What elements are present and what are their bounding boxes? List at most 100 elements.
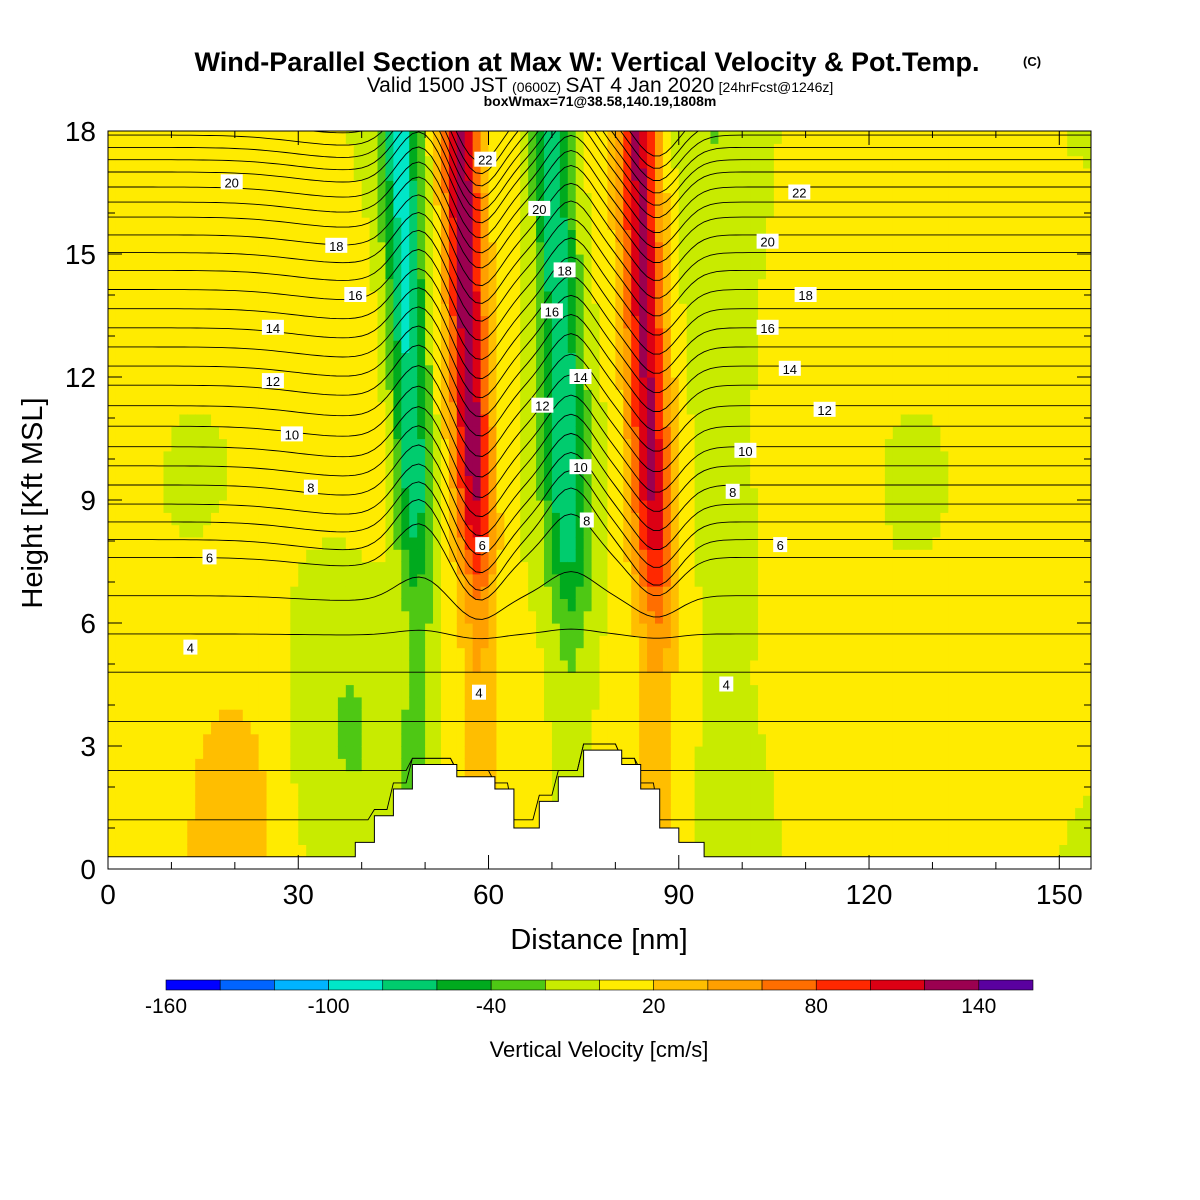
velocity-cell <box>409 204 418 218</box>
velocity-cell <box>377 746 387 759</box>
velocity-cell <box>433 549 442 563</box>
velocity-cell <box>409 167 418 181</box>
velocity-cell <box>512 684 521 698</box>
velocity-cell <box>464 327 474 341</box>
velocity-cell <box>583 426 593 440</box>
velocity-cell <box>440 389 450 403</box>
velocity-cell <box>551 500 561 513</box>
velocity-cell <box>639 659 648 673</box>
velocity-cell <box>544 340 553 353</box>
velocity-cell <box>163 635 173 649</box>
velocity-cell <box>488 475 498 489</box>
velocity-cell <box>211 340 220 353</box>
velocity-cell <box>108 487 117 501</box>
velocity-cell <box>195 647 204 661</box>
velocity-cell <box>266 180 276 194</box>
velocity-cell <box>686 561 696 575</box>
velocity-cell <box>742 635 751 649</box>
velocity-cell <box>551 401 561 415</box>
velocity-cell <box>528 536 537 550</box>
velocity-cell <box>575 413 585 427</box>
velocity-cell <box>274 536 284 550</box>
velocity-cell <box>203 241 212 255</box>
velocity-cell <box>171 549 180 563</box>
velocity-cell <box>456 635 466 649</box>
velocity-cell <box>258 684 268 698</box>
velocity-cell <box>758 549 767 563</box>
velocity-cell <box>393 512 402 526</box>
velocity-cell <box>322 475 331 489</box>
velocity-cell <box>195 278 204 292</box>
velocity-cell <box>108 377 117 390</box>
velocity-cell <box>131 623 141 636</box>
velocity-cell <box>528 475 537 489</box>
velocity-cell <box>187 696 196 710</box>
velocity-cell <box>115 561 125 575</box>
velocity-cell <box>417 254 426 267</box>
velocity-cell <box>179 623 188 636</box>
velocity-cell <box>639 500 648 513</box>
velocity-cell <box>234 819 244 833</box>
velocity-cell <box>536 426 545 440</box>
velocity-cell <box>528 573 537 587</box>
velocity-cell <box>377 352 387 366</box>
velocity-cell <box>425 561 434 575</box>
velocity-cell <box>734 401 743 415</box>
velocity-cell <box>678 192 688 206</box>
velocity-cell <box>203 352 212 366</box>
velocity-cell <box>337 770 347 784</box>
velocity-cell <box>218 487 228 501</box>
velocity-cell <box>226 549 236 563</box>
velocity-cell <box>337 364 347 378</box>
velocity-cell <box>282 475 291 489</box>
velocity-cell <box>345 192 355 206</box>
velocity-cell <box>520 217 529 230</box>
velocity-cell <box>528 500 537 513</box>
velocity-cell <box>203 610 212 624</box>
velocity-cell <box>282 180 291 194</box>
velocity-cell <box>171 573 180 587</box>
velocity-cell <box>654 377 664 390</box>
velocity-cell <box>266 364 276 378</box>
velocity-cell <box>647 155 656 169</box>
velocity-cell <box>583 647 593 661</box>
velocity-cell <box>250 340 260 353</box>
velocity-cell <box>298 254 307 267</box>
velocity-cell <box>187 463 196 476</box>
valid-time-local: Valid 1500 JST <box>367 74 508 97</box>
velocity-cell <box>123 573 133 587</box>
velocity-cell <box>599 327 609 341</box>
velocity-cell <box>520 266 529 280</box>
velocity-cell <box>631 610 640 624</box>
velocity-cell <box>195 475 204 489</box>
velocity-cell <box>266 512 276 526</box>
velocity-cell <box>464 746 474 759</box>
velocity-cell <box>147 389 157 403</box>
velocity-cell <box>456 340 466 353</box>
velocity-cell <box>361 684 371 698</box>
velocity-cell <box>115 598 125 612</box>
velocity-cell <box>337 463 347 476</box>
velocity-cell <box>139 819 149 833</box>
velocity-cell <box>187 500 196 513</box>
velocity-cell <box>345 217 355 230</box>
velocity-cell <box>433 401 442 415</box>
velocity-cell <box>218 684 228 698</box>
velocity-cell <box>559 475 569 489</box>
velocity-cell <box>393 217 402 230</box>
velocity-cell <box>464 733 474 747</box>
velocity-cell <box>345 229 355 243</box>
velocity-cell <box>131 782 141 796</box>
velocity-cell <box>401 610 410 624</box>
velocity-cell <box>504 524 513 538</box>
velocity-cell <box>694 721 704 735</box>
velocity-cell <box>108 549 117 563</box>
velocity-cell <box>361 500 371 513</box>
velocity-cell <box>115 217 125 230</box>
velocity-cell <box>322 143 331 157</box>
velocity-cell <box>742 721 751 735</box>
velocity-cell <box>599 672 609 686</box>
velocity-cell <box>670 598 680 612</box>
velocity-cell <box>108 500 117 513</box>
velocity-cell <box>163 598 173 612</box>
